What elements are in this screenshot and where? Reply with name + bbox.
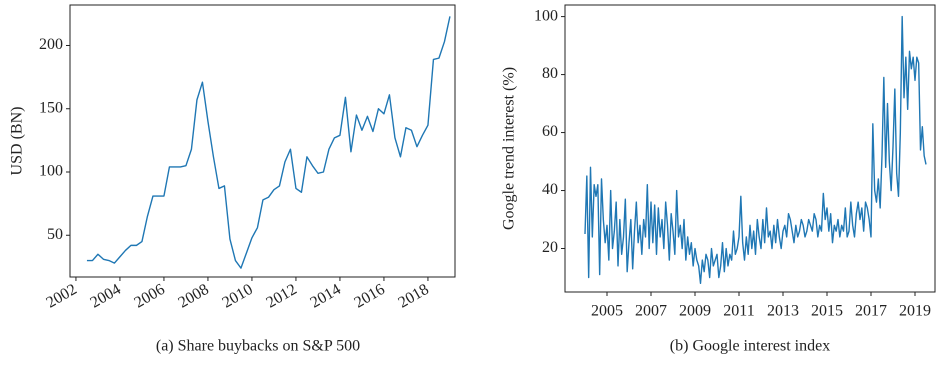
caption: (a) Share buybacks on S&P 500 xyxy=(156,338,360,355)
x-tick-label: 2004 xyxy=(88,281,124,312)
data-line xyxy=(86,16,451,269)
x-tick-label: 2008 xyxy=(176,281,212,312)
x-tick-label: 2013 xyxy=(767,303,799,320)
y-tick-label: 60 xyxy=(542,123,558,140)
x-tick-label: 2010 xyxy=(220,281,256,312)
y-tick-label: 80 xyxy=(542,65,558,82)
x-tick-label: 2007 xyxy=(635,303,667,320)
y-tick-label: 50 xyxy=(47,226,63,243)
plot-frame xyxy=(69,4,456,278)
data-line xyxy=(584,15,927,284)
x-tick-label: 2006 xyxy=(132,281,168,312)
x-tick-label: 2009 xyxy=(679,303,711,320)
x-tick-label: 2019 xyxy=(899,303,931,320)
x-tick-label: 2012 xyxy=(264,281,300,312)
x-tick-label: 2016 xyxy=(352,281,388,312)
x-tick-label: 2011 xyxy=(723,303,754,320)
caption: (b) Google interest index xyxy=(670,338,830,355)
y-axis-label: USD (BN) xyxy=(9,107,26,176)
x-tick-label: 2002 xyxy=(44,281,80,312)
y-tick-label: 40 xyxy=(542,181,558,198)
x-tick-label: 2005 xyxy=(591,303,623,320)
x-tick-label: 2018 xyxy=(396,281,432,312)
y-axis-label: Google trend interest (%) xyxy=(501,67,518,230)
y-tick-label: 150 xyxy=(39,99,63,116)
x-tick-label: 2015 xyxy=(811,303,843,320)
y-tick-label: 100 xyxy=(39,163,63,180)
x-tick-label: 2017 xyxy=(855,303,887,320)
y-tick-label: 20 xyxy=(542,239,558,256)
plot-frame xyxy=(564,4,936,293)
x-tick-label: 2014 xyxy=(308,281,344,312)
y-tick-label: 200 xyxy=(39,36,63,53)
y-tick-label: 100 xyxy=(534,7,558,24)
